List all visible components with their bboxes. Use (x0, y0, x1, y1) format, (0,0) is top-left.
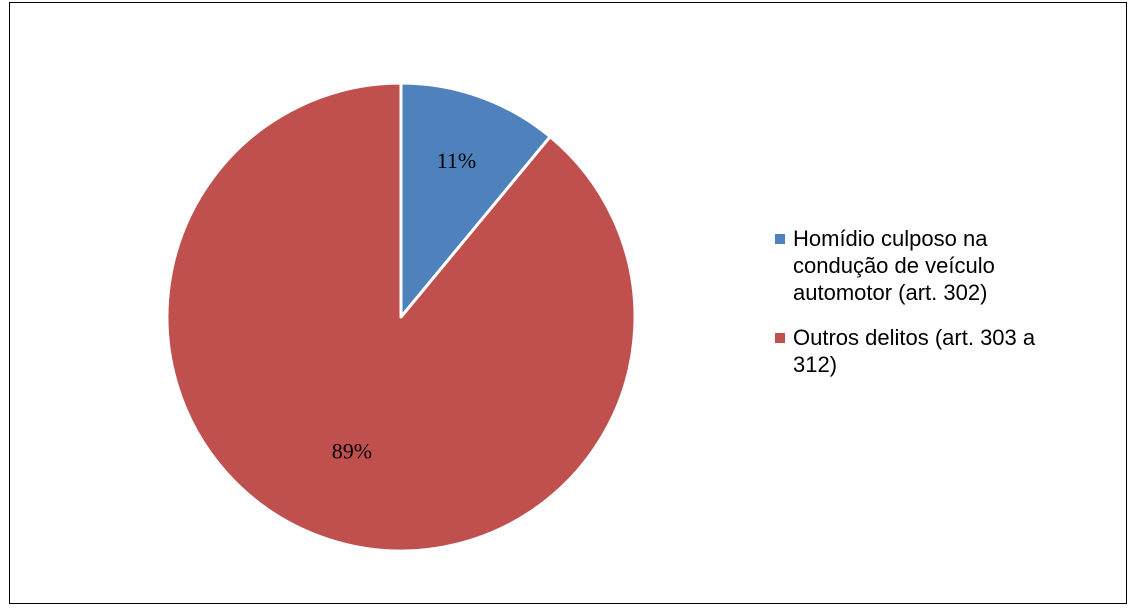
slice-label-homicidio: 11% (437, 148, 477, 173)
legend-item-outros: Outros delitos (art. 303 a 312) (773, 324, 1073, 378)
legend-swatch-outros (775, 333, 785, 343)
slice-label-outros: 89% (332, 439, 372, 464)
pie-slice-homicidio (399, 81, 552, 319)
pie-chart: 11% 89% (165, 81, 637, 553)
chart-frame: 11% 89% Homídio culposo na condução de ve… (9, 2, 1127, 604)
legend-label-homicidio: Homídio culposo na condução de veículo a… (793, 226, 995, 305)
legend: Homídio culposo na condução de veículo a… (773, 225, 1073, 396)
pie-slice-outros (165, 81, 637, 553)
legend-label-outros: Outros delitos (art. 303 a 312) (793, 325, 1036, 377)
legend-item-homicidio: Homídio culposo na condução de veículo a… (773, 225, 1073, 306)
legend-swatch-homicidio (775, 234, 785, 244)
